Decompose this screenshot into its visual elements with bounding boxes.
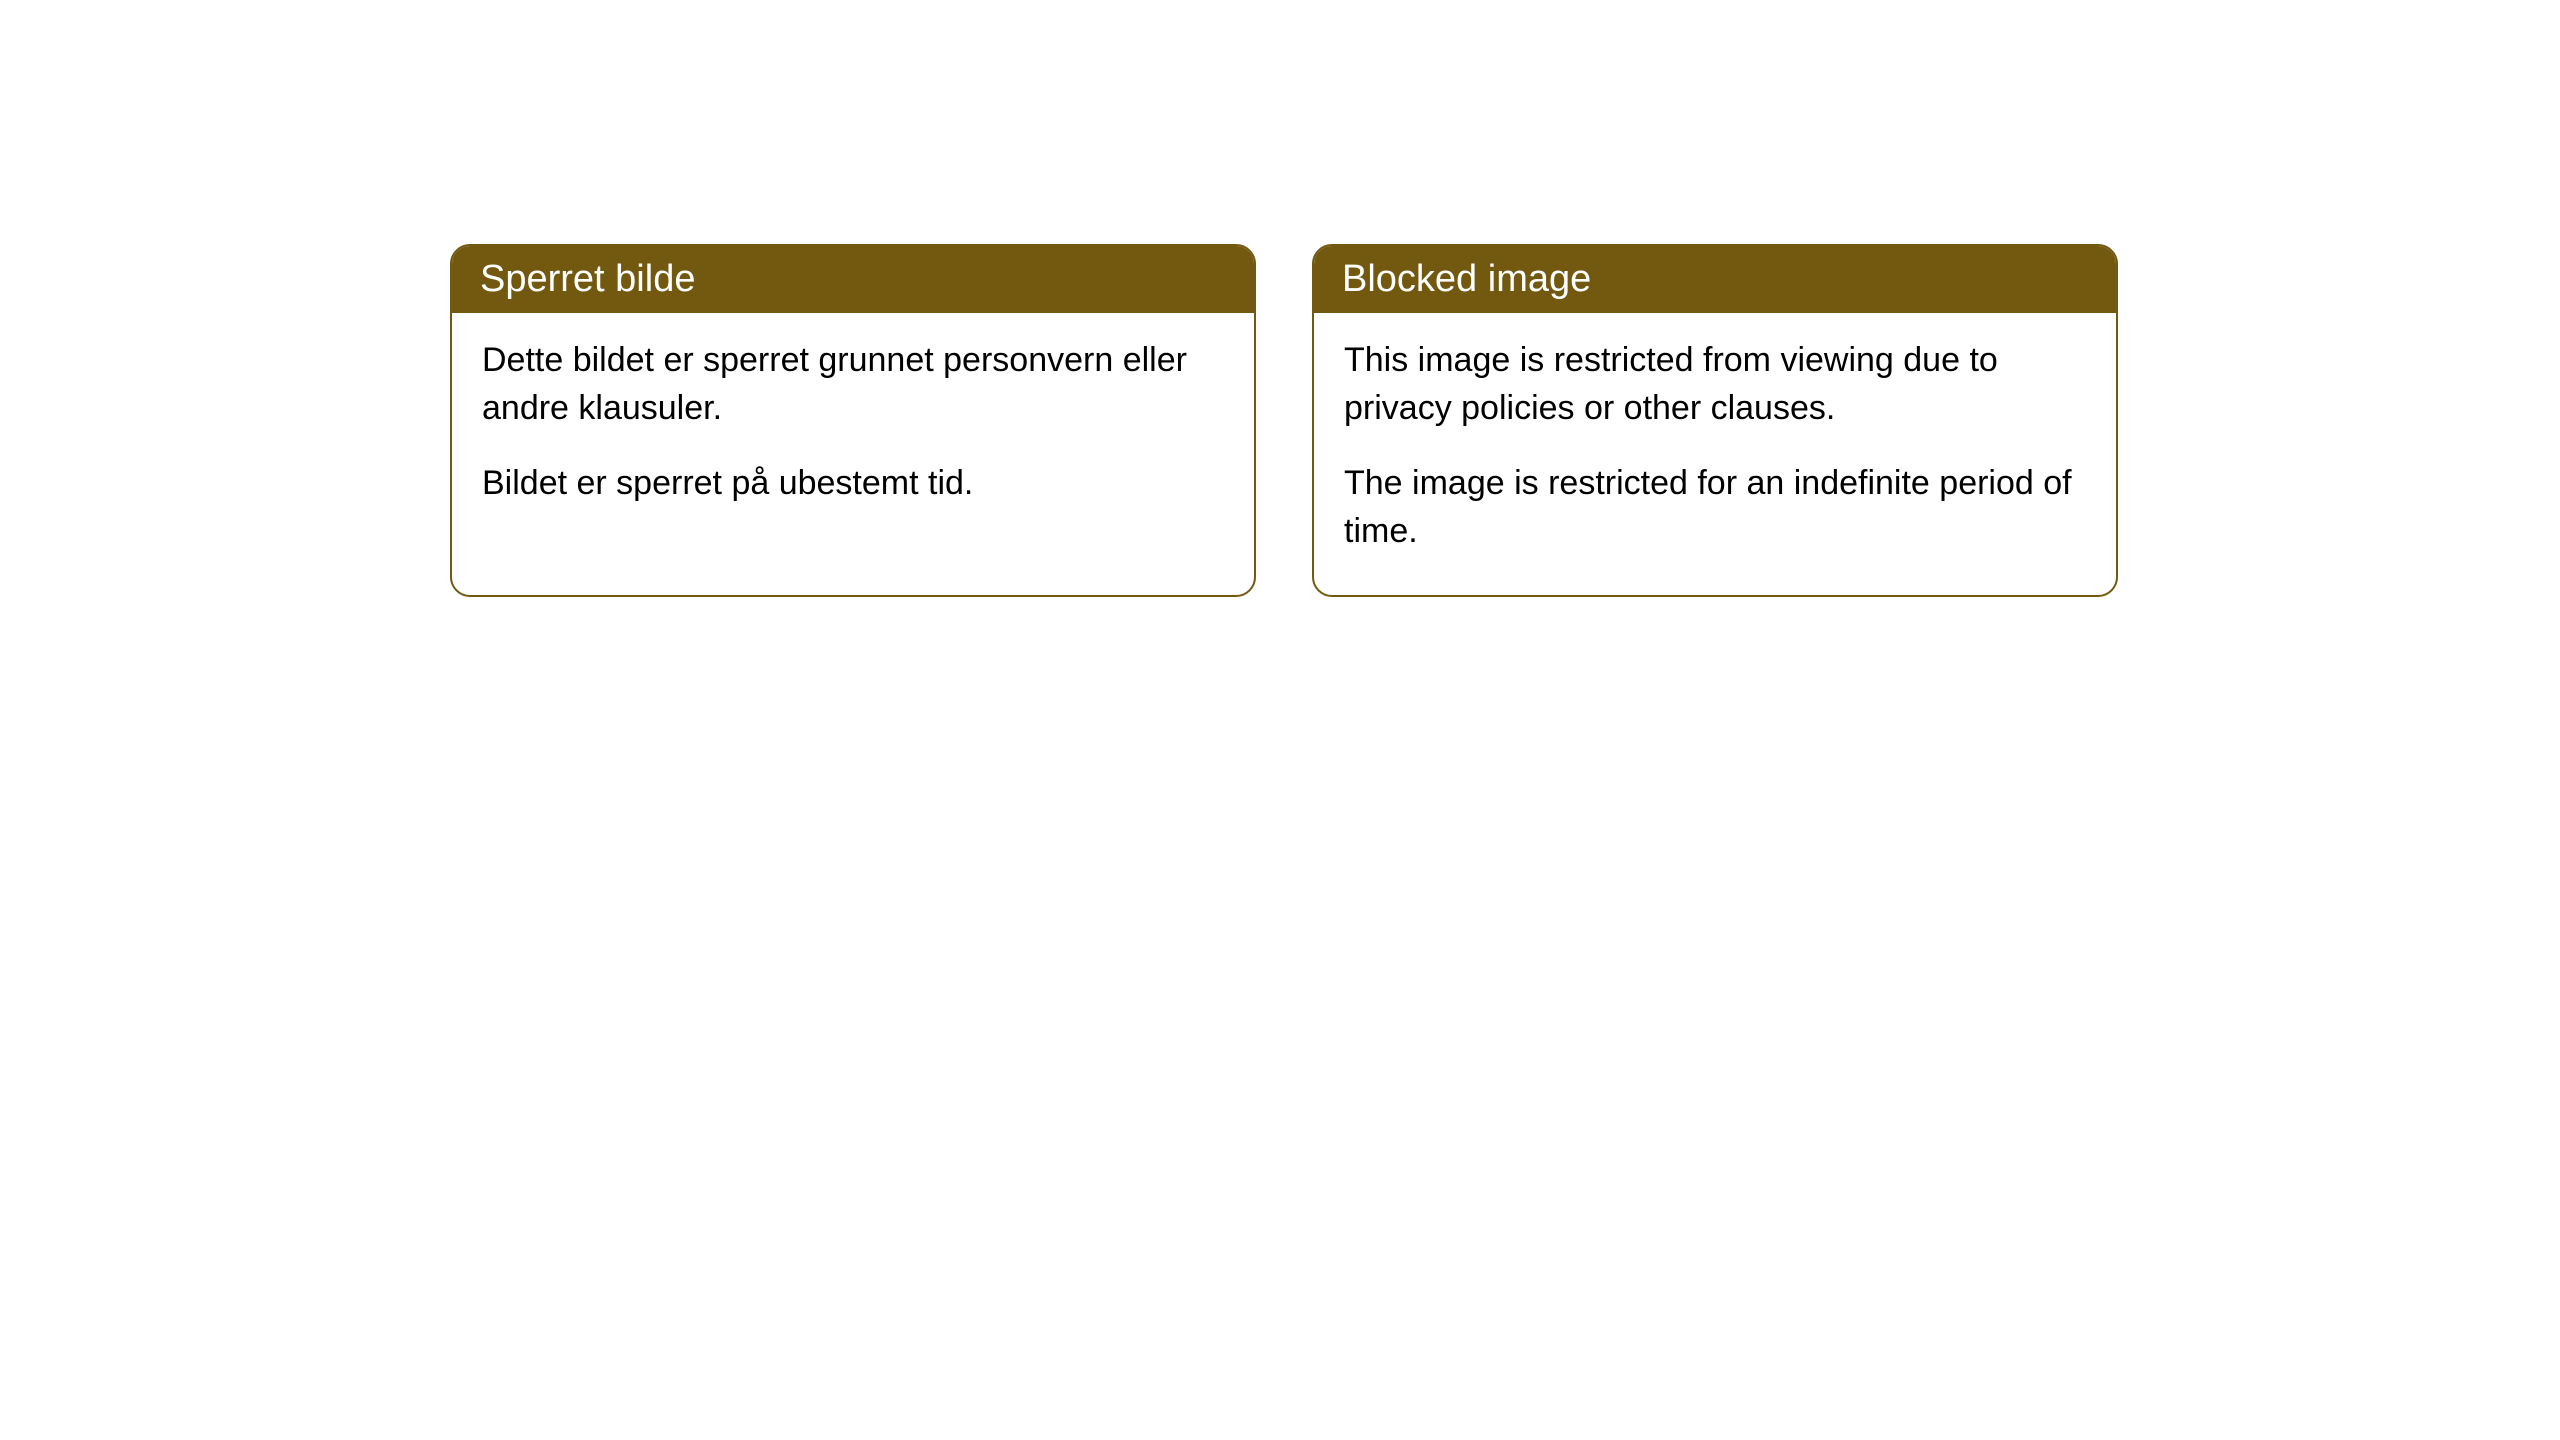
card-title: Blocked image bbox=[1342, 258, 1591, 300]
card-header: Sperret bilde bbox=[452, 246, 1254, 313]
notice-card-norwegian: Sperret bilde Dette bildet er sperret gr… bbox=[450, 244, 1256, 597]
card-paragraph: The image is restricted for an indefinit… bbox=[1344, 460, 2086, 555]
notice-container: Sperret bilde Dette bildet er sperret gr… bbox=[450, 244, 2118, 597]
card-body: This image is restricted from viewing du… bbox=[1314, 313, 2116, 595]
notice-card-english: Blocked image This image is restricted f… bbox=[1312, 244, 2118, 597]
card-paragraph: Bildet er sperret på ubestemt tid. bbox=[482, 460, 1224, 508]
card-header: Blocked image bbox=[1314, 246, 2116, 313]
card-paragraph: Dette bildet er sperret grunnet personve… bbox=[482, 337, 1224, 432]
card-body: Dette bildet er sperret grunnet personve… bbox=[452, 313, 1254, 548]
card-paragraph: This image is restricted from viewing du… bbox=[1344, 337, 2086, 432]
card-title: Sperret bilde bbox=[480, 258, 695, 300]
